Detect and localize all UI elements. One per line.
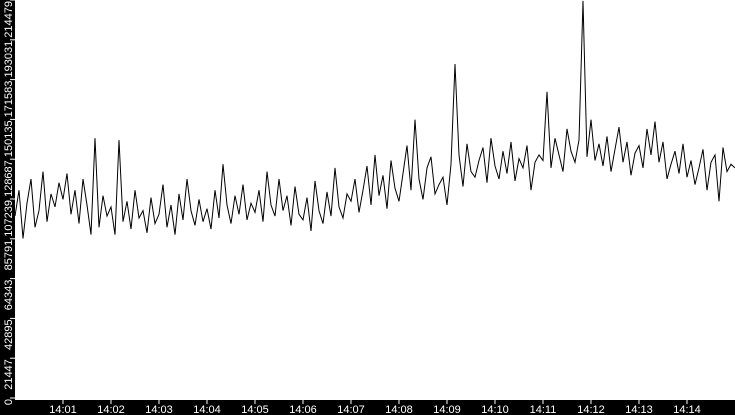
x-tick-label: 14:05 xyxy=(241,404,269,415)
x-tick-label: 14:12 xyxy=(577,404,605,415)
y-tick-label: 171583 xyxy=(3,81,15,118)
x-tick-label: 14:03 xyxy=(145,404,173,415)
x-tick-label: 14:10 xyxy=(481,404,509,415)
plot-area xyxy=(15,0,735,400)
y-axis-ticks: 0 21447 42895 64343 85791 107239 128687 150135 1… xyxy=(3,0,15,405)
series-line xyxy=(14,0,735,239)
x-tick-label: 14:02 xyxy=(97,404,125,415)
x-tick-label: 14:04 xyxy=(193,404,221,415)
x-axis-ticks: 14:01 14:02 14:03 14:04 14:05 14:06 14:07 14:08… xyxy=(49,400,701,415)
y-tick-label: 85791 xyxy=(3,240,15,271)
y-axis-bar xyxy=(0,0,15,415)
y-tick-label: 21447 xyxy=(3,359,15,390)
x-axis-bar xyxy=(0,400,735,415)
x-tick-label: 14:06 xyxy=(289,404,317,415)
x-tick-label: 14:01 xyxy=(49,404,77,415)
x-tick-label: 14:14 xyxy=(673,404,701,415)
y-tick-label: 128687 xyxy=(3,160,15,197)
x-tick-label: 14:08 xyxy=(385,404,413,415)
x-tick-label: 14:09 xyxy=(433,404,461,415)
y-tick-label: 0 xyxy=(3,399,15,405)
x-tick-label: 14:07 xyxy=(337,404,365,415)
x-tick-label: 14:11 xyxy=(530,404,557,415)
y-tick-label: 42895 xyxy=(3,319,15,350)
y-tick-label: 214479 xyxy=(3,1,15,38)
x-tick-label: 14:13 xyxy=(625,404,653,415)
y-tick-label: 107239 xyxy=(3,200,15,237)
y-tick-label: 150135 xyxy=(3,120,15,157)
y-tick-label: 64343 xyxy=(3,280,15,311)
y-tick-label: 193031 xyxy=(3,41,15,78)
